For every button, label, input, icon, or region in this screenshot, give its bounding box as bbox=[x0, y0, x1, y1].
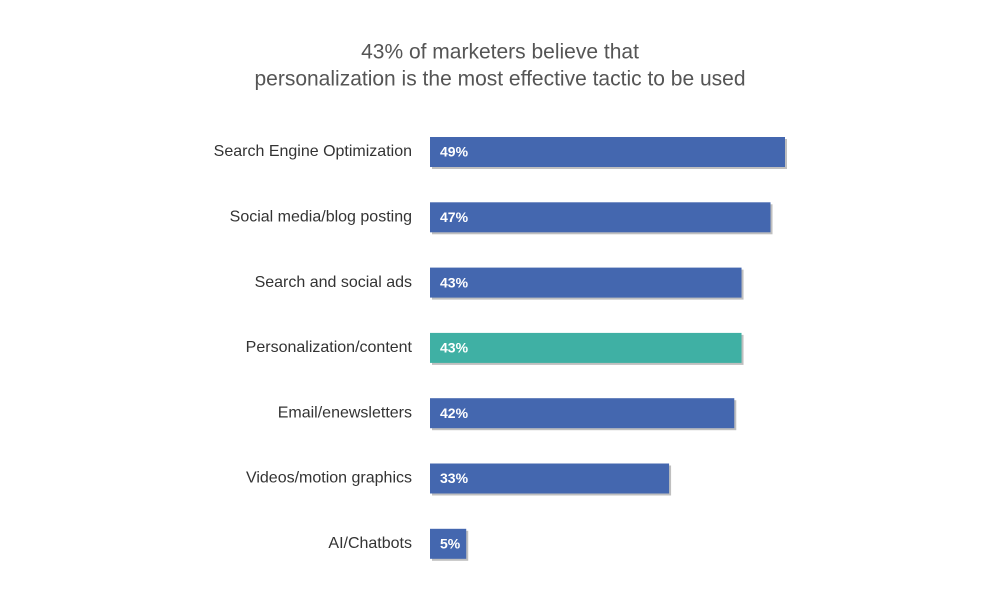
value-label: 43% bbox=[440, 340, 469, 356]
category-label: Personalization/content bbox=[246, 339, 413, 356]
bar bbox=[430, 202, 771, 233]
category-label: AI/Chatbots bbox=[328, 535, 412, 552]
bar bbox=[430, 332, 742, 363]
category-label: Social media/blog posting bbox=[230, 209, 412, 226]
bar bbox=[430, 267, 742, 298]
value-label: 47% bbox=[440, 209, 469, 225]
bar bbox=[430, 398, 735, 429]
category-label: Search Engine Optimization bbox=[214, 143, 412, 160]
category-label: Email/enewsletters bbox=[278, 404, 412, 421]
bar bbox=[430, 137, 785, 167]
value-label: 33% bbox=[440, 470, 469, 486]
value-label: 49% bbox=[440, 144, 469, 160]
value-label: 42% bbox=[440, 405, 469, 421]
chart-title: personalization is the most effective ta… bbox=[254, 68, 745, 91]
bar bbox=[430, 463, 670, 494]
category-label: Search and social ads bbox=[255, 274, 412, 291]
value-label: 43% bbox=[440, 274, 469, 290]
value-label: 5% bbox=[440, 536, 461, 552]
bar bbox=[430, 528, 467, 559]
chart-title: 43% of marketers believe that bbox=[361, 41, 639, 64]
category-label: Videos/motion graphics bbox=[246, 470, 412, 487]
